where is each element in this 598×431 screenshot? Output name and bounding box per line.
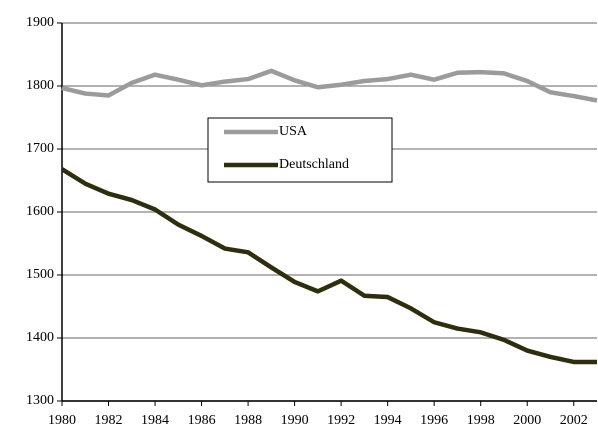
x-tick-label: 2002 <box>560 413 588 428</box>
y-tick-label: 1800 <box>26 78 54 93</box>
x-tick-label: 1982 <box>95 413 123 428</box>
y-tick-label: 1500 <box>26 267 54 282</box>
x-tick-label: 1998 <box>467 413 495 428</box>
legend-label: Deutschland <box>279 157 349 172</box>
series-line <box>60 167 597 365</box>
x-tick-label: 1986 <box>188 413 216 428</box>
x-tick-label: 1994 <box>374 413 402 428</box>
legend-box <box>207 117 393 183</box>
y-tick-label: 1300 <box>26 393 54 408</box>
y-tick-label: 1600 <box>26 204 54 219</box>
y-tick-label: 1700 <box>26 141 54 156</box>
x-tick-label: 1988 <box>234 413 262 428</box>
x-tick-label: 2000 <box>513 413 541 428</box>
x-tick-label: 1990 <box>281 413 309 428</box>
x-tick-label: 1984 <box>141 413 169 428</box>
y-tick-label: 1400 <box>26 330 54 345</box>
y-tick-label: 1900 <box>26 15 54 30</box>
legend-label: USA <box>279 124 308 139</box>
series-line <box>61 68 598 103</box>
x-tick-label: 1980 <box>48 413 76 428</box>
x-tick-label: 1992 <box>327 413 355 428</box>
x-tick-label: 1996 <box>420 413 448 428</box>
